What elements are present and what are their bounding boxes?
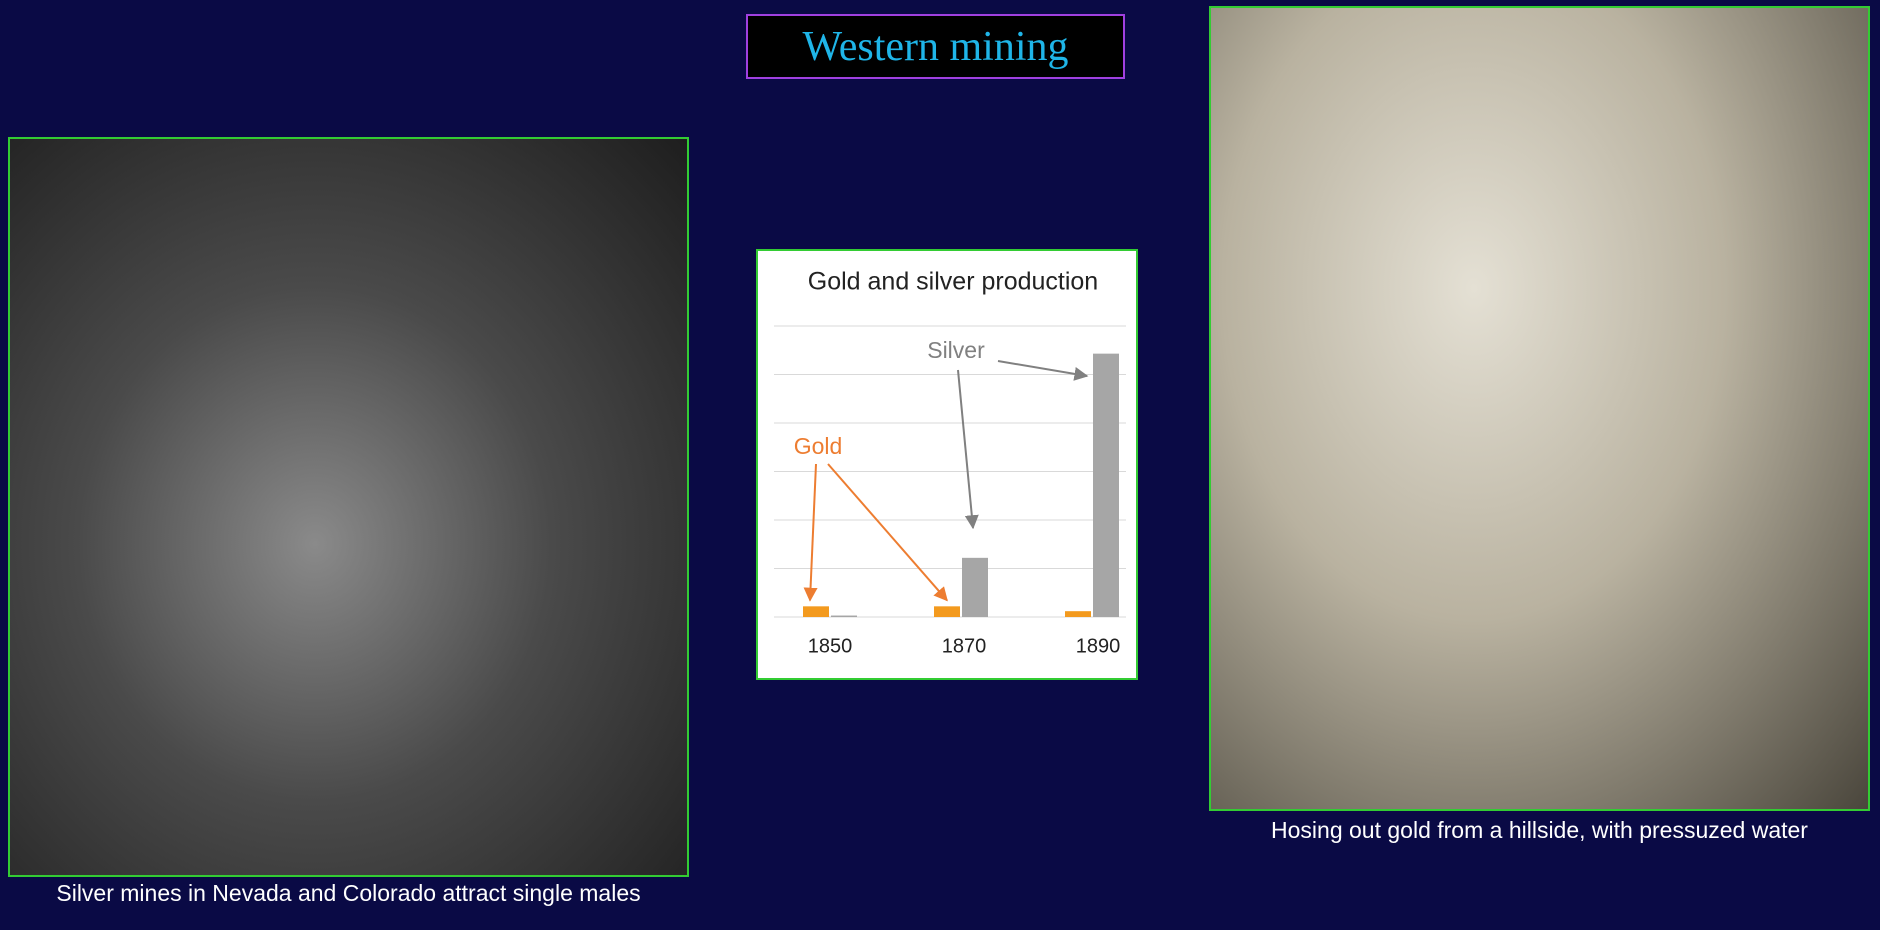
x-tick-label: 1870 (942, 635, 987, 657)
x-tick-label: 1890 (1076, 635, 1121, 657)
callout-arrow (803, 463, 818, 602)
image-caption: Silver mines in Nevada and Colorado attr… (56, 880, 641, 906)
bar (934, 606, 960, 617)
mine-illustration (8, 137, 689, 877)
bar (1065, 611, 1091, 617)
bar (831, 615, 857, 617)
callout-arrow (997, 360, 1089, 381)
bar (1093, 353, 1119, 617)
chart-panel: Gold and silver production 1850 1870 1890 G… (756, 249, 1138, 680)
slide-title: Western mining (746, 14, 1125, 79)
callout-arrow (957, 369, 979, 530)
bar (803, 606, 829, 617)
hosing-illustration (1209, 6, 1870, 811)
chart: Gold and silver production 1850 1870 1890 G… (774, 268, 1126, 657)
chart-title: Gold and silver production (808, 268, 1098, 296)
legend-label: Gold (794, 433, 843, 459)
x-tick-label: 1850 (808, 635, 853, 657)
callout-arrow (827, 463, 948, 602)
legend-label: Silver (927, 337, 985, 363)
image-caption: Hosing out gold from a hillside, with pr… (1271, 817, 1808, 843)
bar (962, 557, 988, 617)
